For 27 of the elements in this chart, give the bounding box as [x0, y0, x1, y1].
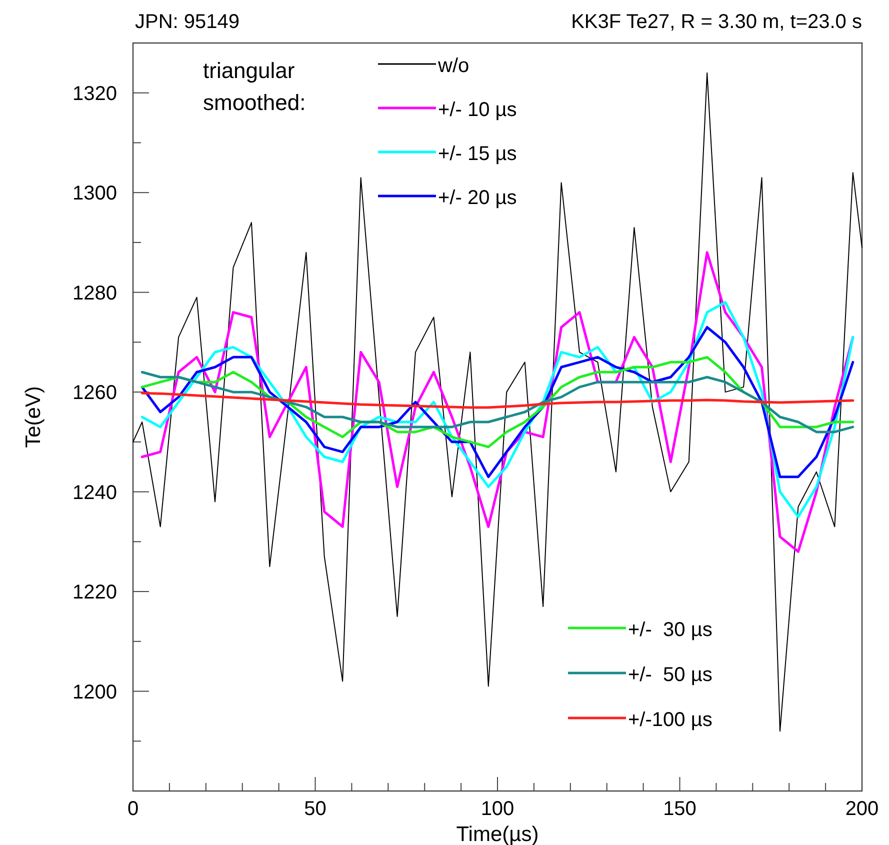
line-series — [140, 326, 854, 478]
y-tick-label: 1260 — [72, 382, 117, 404]
x-tick-label: 100 — [480, 798, 514, 820]
line-series — [140, 392, 854, 409]
chart-title: JPN: 95149 — [135, 11, 240, 33]
y-tick-label: 1220 — [72, 582, 117, 604]
legend-label: +/- 30 µs — [628, 619, 712, 641]
legend-label: +/- 20 µs — [438, 187, 517, 209]
x-tick-label: 50 — [304, 798, 326, 820]
y-tick-label: 1320 — [72, 82, 117, 105]
y-tick-label: 1280 — [72, 282, 117, 304]
chart-subtitle: KK3F Te27, R = 3.30 m, t=23.0 s — [571, 11, 862, 33]
y-axis-title: Te(eV) — [22, 386, 45, 448]
x-tick-label: 200 — [845, 798, 879, 820]
x-tick-label: 150 — [663, 798, 696, 820]
line-series — [140, 370, 854, 434]
legend-title: triangular smoothed: — [203, 58, 306, 115]
x-axis-title: Time(µs) — [456, 823, 539, 845]
legend-label: +/- 50 µs — [628, 664, 712, 686]
y-tick-label: 1200 — [72, 681, 117, 704]
legend-label: w/o — [437, 55, 470, 77]
y-tick-label: 1300 — [72, 182, 117, 205]
x-tick-label: 0 — [127, 798, 139, 820]
legend-label: +/-100 µs — [628, 709, 712, 731]
legend-label: +/- 15 µs — [438, 143, 517, 165]
legend-label: +/- 10 µs — [438, 99, 517, 121]
y-tick-label: 1240 — [72, 482, 117, 504]
